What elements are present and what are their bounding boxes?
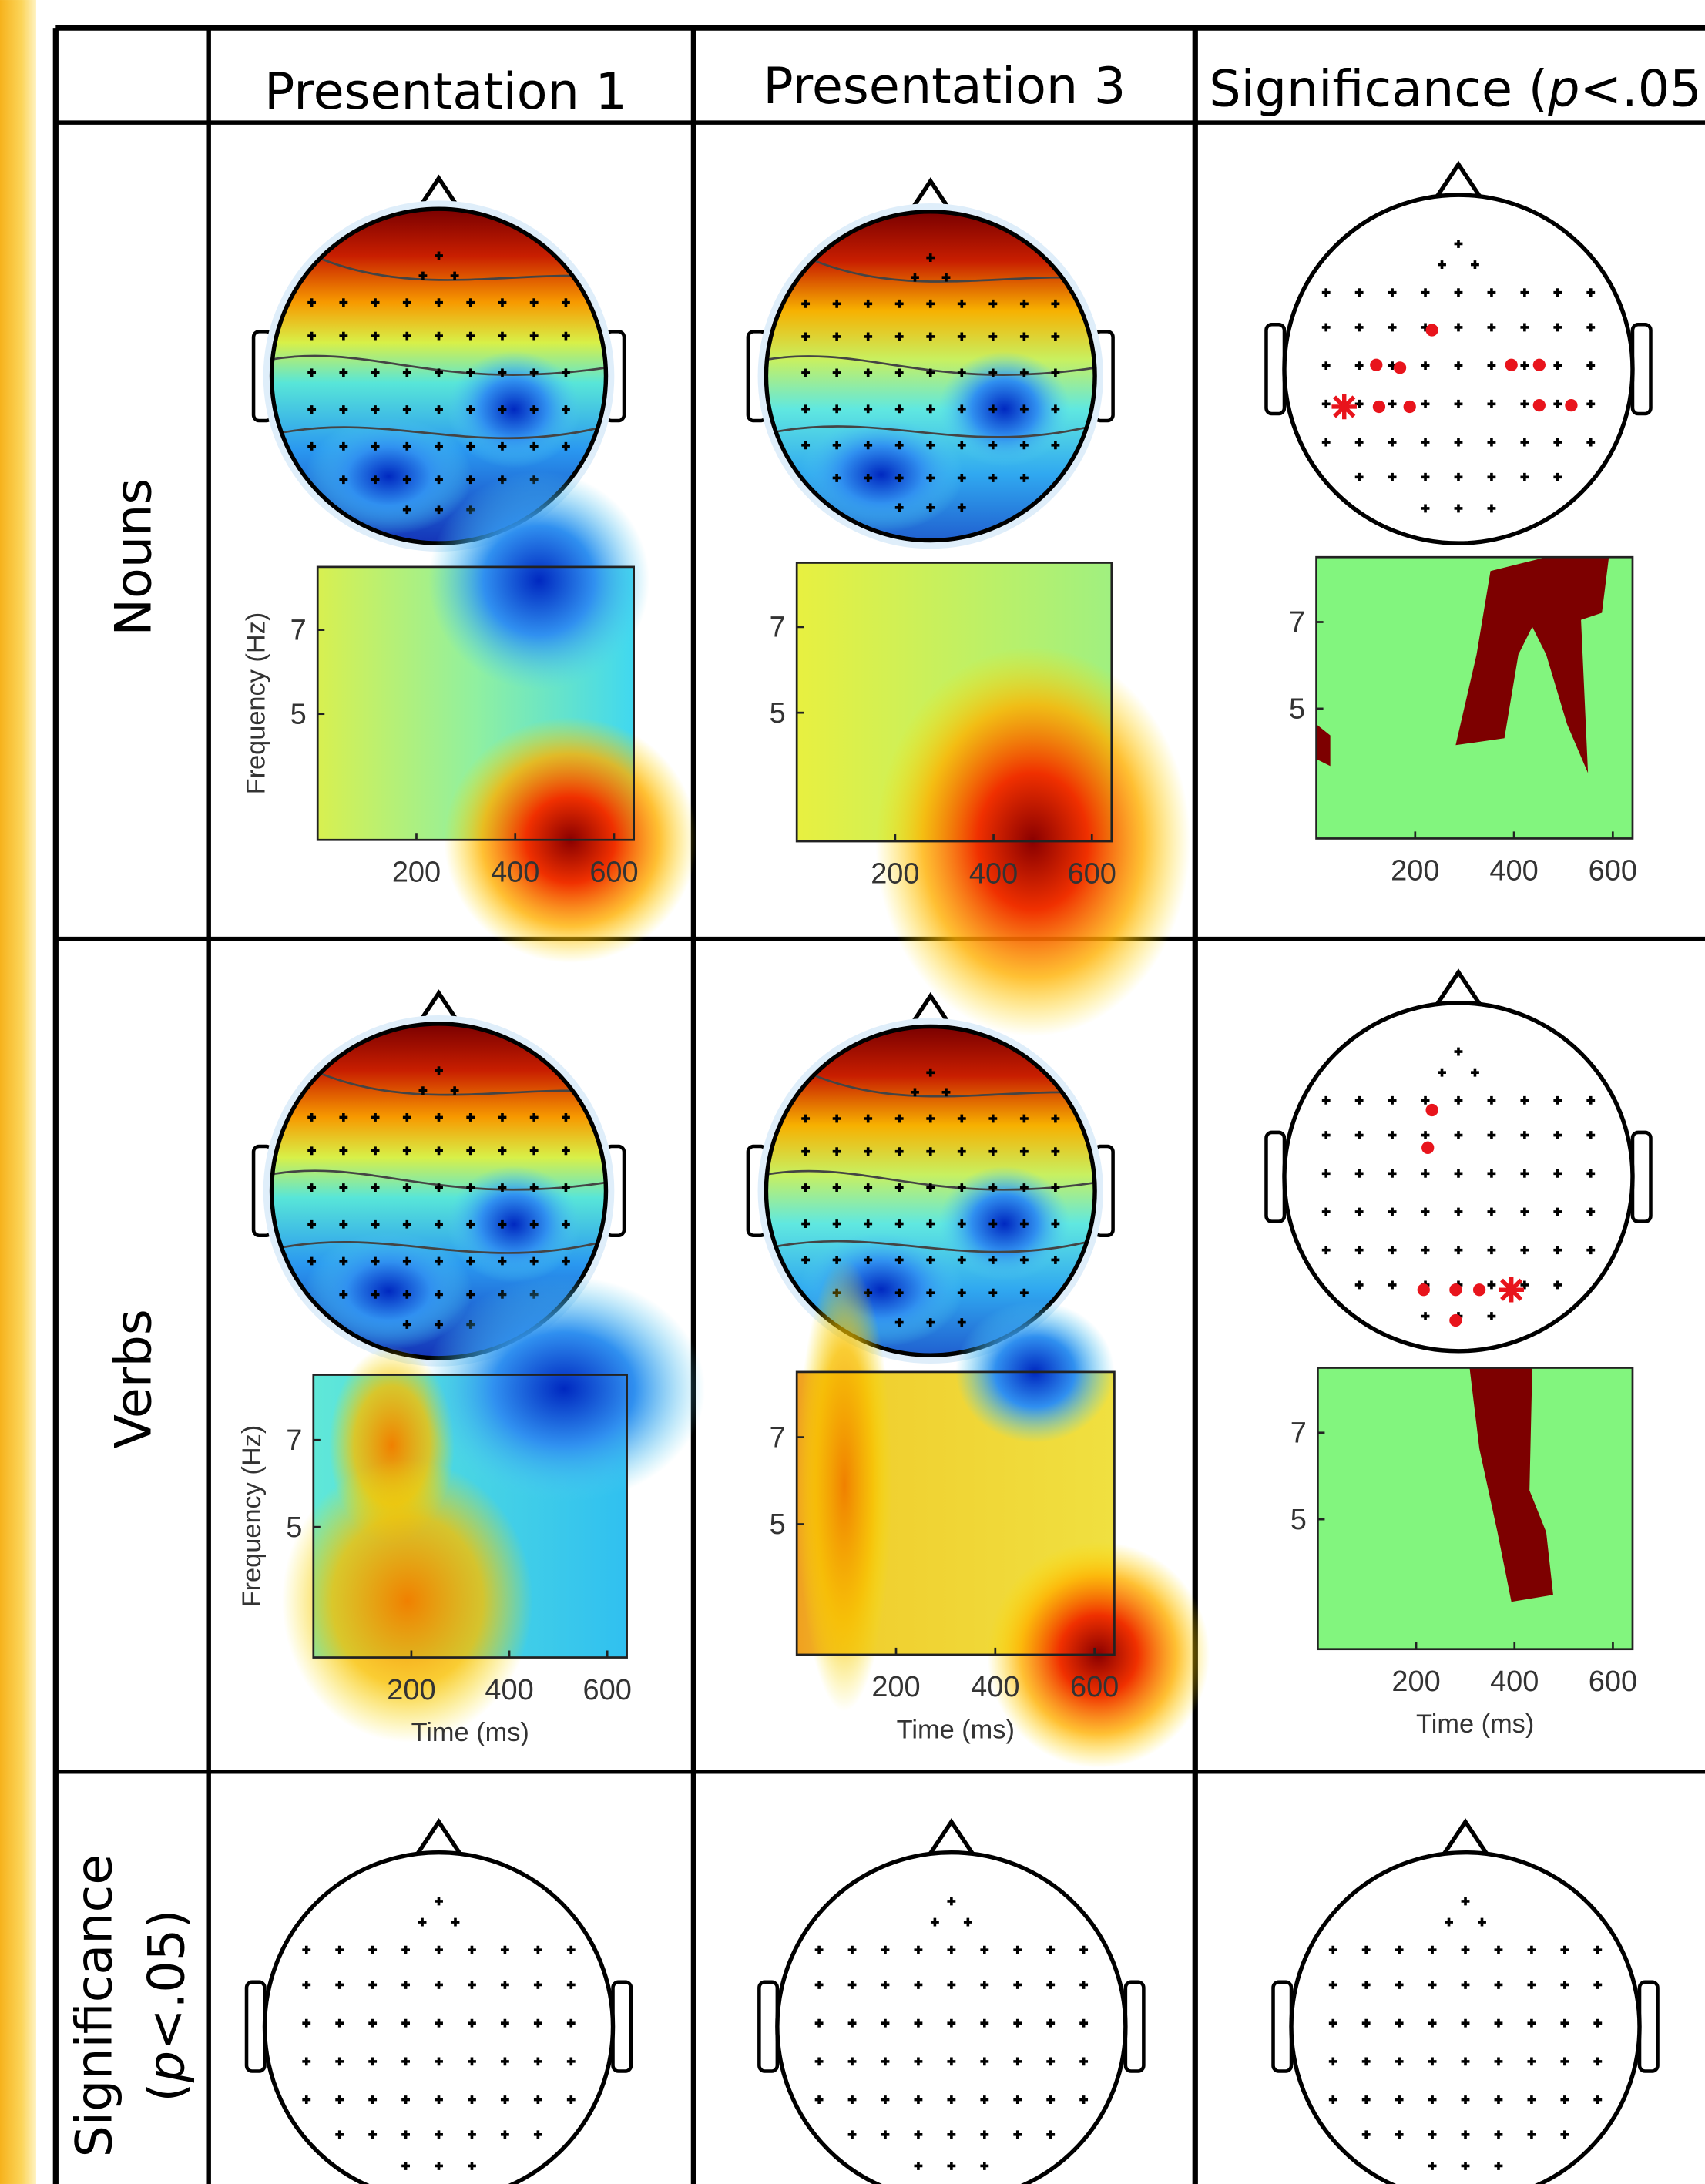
significant-electrode [1449, 1283, 1462, 1296]
header-part: p [139, 2051, 196, 2083]
y-tick-label: 5 [1290, 1504, 1307, 1536]
y-tick-label: 5 [290, 698, 307, 730]
tf-plot [1317, 557, 1633, 838]
page: Presentation 1 Presentation 3 Significan… [0, 0, 1705, 2184]
y-tick-label: 7 [770, 612, 786, 644]
row-header: Nouns [105, 478, 163, 636]
y-tick-label: 5 [770, 697, 786, 730]
significant-electrode [1331, 394, 1357, 420]
x-tick-label: 600 [1589, 855, 1637, 887]
y-tick-label: 7 [290, 614, 307, 646]
topoplot [748, 181, 1113, 549]
significant-electrode [1505, 359, 1518, 371]
significant-electrode [1394, 361, 1406, 374]
header-part: <.05 [1579, 60, 1701, 118]
ear [1126, 1982, 1144, 2072]
tf-plot [1317, 1367, 1633, 1649]
y-tick-label: 7 [770, 1421, 786, 1454]
significant-electrode [1533, 399, 1546, 411]
x-tick-label: 400 [971, 1671, 1019, 1703]
x-tick-label: 200 [871, 1671, 920, 1703]
ear [1274, 1982, 1292, 2072]
y-tick-label: 7 [1290, 1417, 1307, 1449]
significant-electrode [1421, 1142, 1434, 1154]
x-tick-label: 400 [485, 1674, 533, 1706]
x-tick-label: 200 [1391, 855, 1439, 887]
column-header: Presentation 3 [763, 58, 1126, 116]
x-tick-label: 400 [1489, 855, 1538, 887]
x-tick-label: 200 [392, 856, 441, 888]
significant-electrode [1499, 1277, 1524, 1303]
header-part: ( [139, 2082, 196, 2102]
x-tick-label: 400 [969, 857, 1018, 890]
x-tick-label: 600 [1589, 1666, 1637, 1698]
y-axis-label: Frequency (Hz) [237, 1425, 267, 1608]
nose [1436, 972, 1481, 1005]
tf-blob [428, 471, 649, 689]
topoplot [1266, 164, 1650, 543]
nose [929, 1822, 974, 1855]
significant-electrode [1370, 359, 1382, 371]
significant-electrode [1373, 401, 1385, 413]
ear [1266, 1132, 1284, 1222]
x-tick-label: 200 [1391, 1666, 1440, 1698]
significant-electrode [1533, 359, 1546, 371]
x-axis-label: Time (ms) [1416, 1709, 1534, 1739]
tf-blob [423, 1276, 705, 1502]
ear [1266, 324, 1284, 414]
x-tick-label: 200 [387, 1674, 435, 1706]
ear [1640, 1982, 1658, 2072]
topoplot [759, 1822, 1143, 2184]
ear [759, 1982, 777, 2072]
y-tick-label: 5 [286, 1511, 302, 1544]
topoplot [1266, 972, 1650, 1351]
x-tick-label: 600 [1070, 1671, 1119, 1703]
ear [1633, 1132, 1651, 1222]
y-tick-label: 5 [770, 1508, 786, 1541]
x-axis-label: Time (ms) [897, 1715, 1015, 1744]
header-part: p [1547, 60, 1579, 118]
header-part: Significance ( [1209, 60, 1548, 118]
x-tick-label: 400 [491, 856, 539, 888]
y-tick-label: 7 [1289, 606, 1305, 639]
column-header: Presentation 1 [264, 63, 627, 121]
significant-electrode [1565, 399, 1577, 411]
tf-blob [797, 1259, 892, 1711]
significant-electrode [1473, 1283, 1485, 1296]
row-header: (p<.05) [139, 1909, 196, 2102]
ear [247, 1982, 265, 2072]
x-tick-label: 400 [1490, 1666, 1539, 1698]
x-tick-label: 600 [1068, 857, 1116, 890]
y-tick-label: 5 [1289, 693, 1305, 726]
y-tick-label: 7 [286, 1424, 302, 1457]
column-header: Significance (p<.05 [1209, 60, 1701, 118]
nose [1443, 1822, 1488, 1855]
significant-electrode [1425, 1104, 1438, 1116]
header-part: <.05) [139, 1909, 196, 2050]
significant-electrode [1418, 1283, 1430, 1296]
row-header: Verbs [105, 1309, 163, 1448]
side-strip [0, 0, 36, 2184]
nose [417, 1822, 461, 1855]
x-axis-label: Time (ms) [411, 1718, 529, 1747]
significant-electrode [1449, 1314, 1462, 1327]
topoplot [1274, 1822, 1658, 2184]
row-header: Significance [66, 1854, 124, 2158]
x-tick-label: 600 [583, 1674, 632, 1706]
ear [1633, 324, 1651, 414]
ear [613, 1982, 632, 2072]
topoplot [247, 1822, 631, 2184]
figure: Presentation 1 Presentation 3 Significan… [0, 0, 1705, 2184]
y-axis-label: Frequency (Hz) [242, 612, 271, 795]
nose [1436, 164, 1481, 197]
x-tick-label: 200 [871, 857, 919, 890]
x-tick-label: 600 [589, 856, 638, 888]
significant-electrode [1404, 401, 1416, 413]
significant-electrode [1425, 324, 1438, 336]
